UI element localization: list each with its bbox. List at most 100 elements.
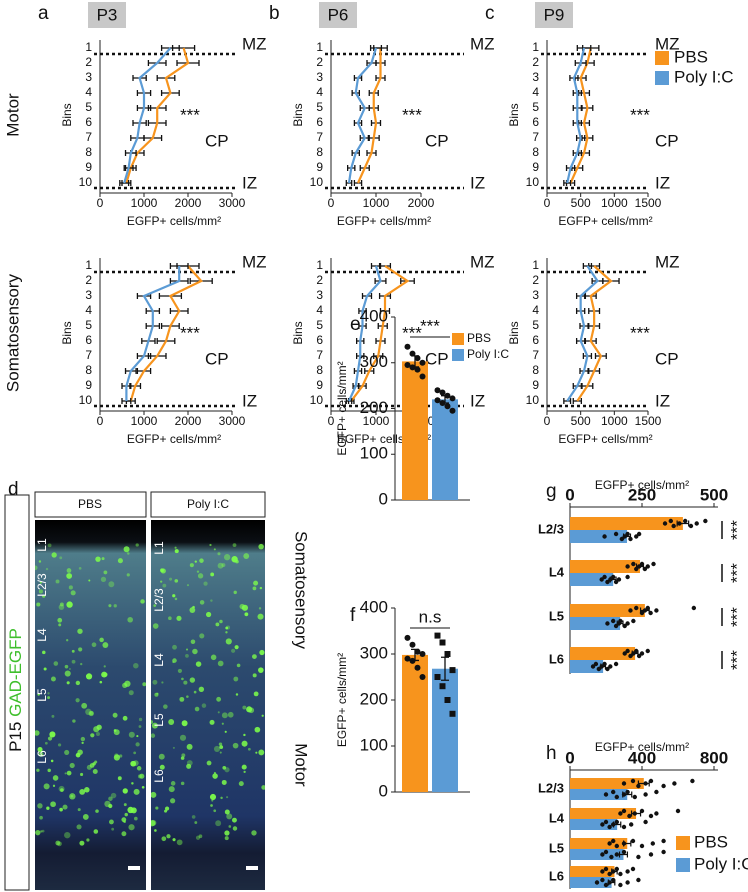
cell-dot bbox=[81, 702, 88, 709]
bar bbox=[570, 778, 644, 789]
bar bbox=[570, 530, 628, 543]
data-point bbox=[609, 854, 614, 860]
data-point bbox=[625, 648, 630, 654]
x-tick-label: 0 bbox=[97, 196, 104, 210]
region-label: Somatosensory bbox=[292, 531, 311, 650]
data-point bbox=[409, 364, 416, 371]
data-point bbox=[677, 521, 682, 526]
cell-dot bbox=[172, 644, 177, 650]
data-point bbox=[600, 877, 605, 883]
data-point bbox=[608, 664, 613, 669]
cell-dot bbox=[172, 594, 176, 598]
cell-dot bbox=[218, 742, 223, 746]
y-tick-label: 6 bbox=[532, 115, 539, 129]
data-point bbox=[611, 877, 616, 883]
data-point bbox=[616, 621, 622, 626]
cell-dot bbox=[140, 599, 145, 604]
cell-dot bbox=[231, 556, 238, 563]
cell-dot bbox=[51, 552, 57, 558]
y-tick-label: 9 bbox=[85, 378, 92, 392]
cell-dot bbox=[108, 604, 112, 608]
cell-dot bbox=[72, 719, 76, 723]
data-point bbox=[643, 819, 648, 825]
panel-letter: b bbox=[269, 3, 280, 24]
x-tick-label: 1000 bbox=[363, 196, 390, 210]
y-tick-label: 400 bbox=[360, 306, 388, 325]
layer-label: L2/3 bbox=[35, 573, 49, 597]
cell-dot bbox=[181, 720, 188, 727]
cell-dot bbox=[46, 806, 50, 810]
column-header: PBS bbox=[78, 497, 102, 511]
y-tick-label: 10 bbox=[310, 393, 324, 407]
y-tick-label: 9 bbox=[316, 378, 323, 392]
cell-dot bbox=[174, 546, 177, 549]
y-tick-label: 3 bbox=[85, 288, 92, 302]
cell-dot bbox=[123, 546, 130, 553]
bar bbox=[402, 361, 428, 500]
cell-dot bbox=[62, 804, 68, 810]
x-axis-label: EGFP+ cells/mm² bbox=[595, 740, 689, 754]
cell-dot bbox=[89, 763, 95, 768]
cell-dot bbox=[206, 760, 212, 766]
y-tick-label: 1 bbox=[85, 40, 92, 54]
x-tick-label: 1500 bbox=[635, 414, 662, 428]
cell-dot bbox=[66, 770, 72, 776]
cells bbox=[151, 543, 265, 846]
zone-label: MZ bbox=[470, 34, 495, 53]
data-point bbox=[703, 518, 708, 524]
cell-dot bbox=[95, 556, 101, 562]
region-label: Motor bbox=[292, 743, 311, 787]
zone-label: CP bbox=[425, 131, 449, 150]
data-point bbox=[439, 639, 446, 646]
cell-dot bbox=[128, 731, 135, 738]
cell-dot bbox=[174, 579, 179, 583]
x-tick-label: 500 bbox=[571, 196, 591, 210]
data-point bbox=[434, 397, 441, 404]
cell-dot bbox=[224, 836, 229, 841]
cell-dot bbox=[127, 552, 130, 555]
cell-dot bbox=[163, 704, 168, 709]
y-tick-label: 4 bbox=[85, 85, 92, 99]
x-tick-label: 1000 bbox=[363, 414, 390, 428]
cell-dot bbox=[186, 695, 189, 698]
cell-dot bbox=[185, 654, 189, 658]
data-point bbox=[611, 789, 616, 795]
cell-dot bbox=[75, 698, 80, 703]
significance: *** bbox=[180, 105, 200, 124]
cell-dot bbox=[156, 692, 159, 695]
cell-dot bbox=[112, 712, 118, 718]
cell-dot bbox=[47, 692, 50, 695]
layer-label: L2/3 bbox=[152, 588, 166, 612]
cell-dot bbox=[71, 659, 76, 664]
cell-dot bbox=[216, 696, 222, 702]
cell-dot bbox=[66, 573, 73, 579]
series-line bbox=[569, 47, 592, 184]
bar bbox=[570, 808, 637, 819]
cell-dot bbox=[100, 576, 107, 583]
legend-label: PBS bbox=[674, 47, 708, 66]
y-tick-label: L2/3 bbox=[538, 780, 564, 795]
data-point bbox=[636, 531, 642, 537]
cell-dot bbox=[160, 568, 164, 573]
side-box bbox=[4, 494, 30, 891]
data-point bbox=[599, 577, 604, 582]
layer-label: L4 bbox=[35, 628, 49, 642]
cell-dot bbox=[186, 743, 193, 750]
cell-dot bbox=[130, 760, 137, 767]
y-tick-label: 8 bbox=[532, 145, 539, 159]
zone-label: MZ bbox=[655, 34, 680, 53]
data-point bbox=[629, 822, 634, 827]
data-point bbox=[614, 794, 619, 800]
data-point bbox=[636, 877, 641, 883]
y-tick-label: 6 bbox=[85, 115, 92, 129]
significance: *** bbox=[727, 650, 746, 670]
data-point bbox=[619, 536, 625, 542]
data-point bbox=[603, 866, 609, 872]
cell-dot bbox=[183, 680, 188, 685]
data-point bbox=[611, 574, 616, 580]
data-point bbox=[449, 407, 456, 414]
cell-dot bbox=[197, 573, 204, 579]
cell-dot bbox=[113, 729, 117, 732]
x-tick-label: 2000 bbox=[175, 414, 202, 428]
